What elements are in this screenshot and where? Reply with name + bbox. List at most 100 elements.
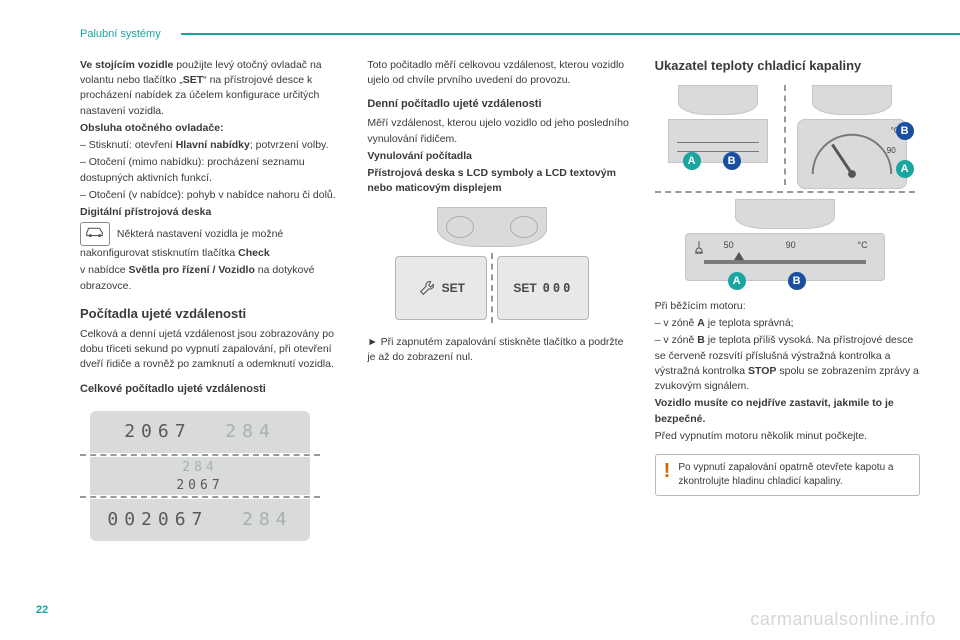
text: v nabídce (80, 264, 128, 276)
heading-trip-counters: Počítadla ujeté vzdálenosti (80, 306, 345, 321)
watermark: carmanualsonline.info (750, 609, 936, 630)
section-title: Palubní systémy (80, 28, 161, 40)
paragraph-bold: Vozidlo musíte co nejdříve zastavit, jak… (655, 396, 920, 426)
cluster-icon (678, 85, 758, 115)
odo-value-dim: 284 (182, 460, 217, 475)
gauge-row: A B °C 90 B (655, 85, 915, 185)
zone-b-badge: B (723, 152, 741, 170)
odo-value: 2067 (176, 478, 223, 493)
gauge-label: °C (858, 240, 868, 250)
odo-value-dim: 284 (242, 509, 293, 530)
paragraph-bold: Vynulování počítadla (367, 149, 632, 164)
set-label: SET (442, 281, 465, 295)
gauge-marker (734, 252, 744, 260)
column-2: Toto počitadlo měří celkovou vzdálenost,… (367, 58, 632, 600)
paragraph: v nabídce Světla pro řízení / Vozidlo na… (80, 263, 345, 293)
gauge-dial-box: °C 90 B A (792, 85, 912, 181)
text-bold: B (697, 334, 705, 346)
paragraph: Celková a denní ujetá vzdálenost jsou zo… (80, 327, 345, 373)
paragraph-bold: Digitální přístrojová deska (80, 205, 345, 220)
odometer-panel-mid: 284 2067 (90, 457, 310, 495)
header-rule (181, 33, 960, 35)
text: – v zóně (655, 334, 698, 346)
text-bold: STOP (748, 365, 776, 377)
text: ; potvrzení volby. (250, 139, 329, 151)
wrench-icon (418, 279, 436, 297)
text: – v zóně (655, 317, 698, 329)
gauge-dial: °C 90 B A (797, 119, 907, 189)
info-callout: ! Po vypnutí zapalování opatrně otevřete… (655, 454, 920, 496)
text-bold: Ve stojícím vozidle (80, 59, 173, 71)
coolant-gauge-figure: A B °C 90 B (655, 85, 915, 281)
odometer-figure: 2067 284 284 2067 002067 284 (80, 411, 320, 541)
odo-value-dim: 284 (225, 421, 276, 442)
paragraph: Některá nastavení vozidla je možné nakon… (80, 222, 345, 261)
gauge-scale (704, 260, 866, 264)
heading-total-counter: Celkové počítadlo ujeté vzdálenosti (80, 383, 345, 395)
column-3: Ukazatel teploty chladicí kapaliny A B (655, 58, 920, 600)
gauge-ticks (677, 142, 759, 152)
set-button-right: SET 000 (497, 256, 589, 320)
set-button-left: SET (395, 256, 487, 320)
heading-daily-counter: Denní počítadlo ujeté vzdálenosti (367, 98, 632, 110)
set-button-row: SET SET 000 (367, 253, 617, 323)
paragraph: – v zóně B je teplota příliš vysoká. Na … (655, 333, 920, 394)
odometer-panel-top: 2067 284 (90, 411, 310, 453)
text: je teplota správná; (705, 317, 794, 329)
zone-b-badge: B (788, 272, 806, 290)
paragraph: Toto počitadlo měří celkovou vzdálenost,… (367, 58, 632, 88)
zone-a-badge: A (896, 160, 914, 178)
paragraph: Ve stojícím vozidle použijte levý otočný… (80, 58, 345, 119)
dashboard-icon (437, 207, 547, 247)
set-label: SET (513, 281, 536, 295)
divider-dashed-vertical (784, 85, 786, 185)
divider-dashed (80, 454, 320, 456)
paragraph: Před vypnutím motoru několik minut počke… (655, 429, 920, 444)
gauge-linear-wrap: 50 90 °C A B (655, 199, 915, 281)
paragraph-bold: Obsluha otočného ovladače: (80, 121, 345, 136)
zone-a-badge: A (728, 272, 746, 290)
gauge-bar: A B (668, 119, 768, 163)
gauge-bar-box: A B (658, 85, 778, 181)
set-button-figure: SET SET 000 (367, 207, 617, 323)
paragraph: ► Při zapnutém zapalování stiskněte tlač… (367, 335, 632, 365)
gauge-linear: 50 90 °C A B (685, 233, 885, 281)
cluster-icon (812, 85, 892, 115)
odo-value: 2067 (124, 421, 191, 442)
page-number: 22 (36, 604, 48, 616)
text-bold: Světla pro řízení / Vozidlo (128, 264, 254, 276)
thermometer-icon (692, 240, 706, 254)
text-bold: Check (238, 247, 270, 259)
text: – Stisknutí: otevření (80, 139, 176, 151)
paragraph-bold: Přístrojová deska s LCD symboly a LCD te… (367, 166, 632, 196)
odo-value: 002067 (107, 509, 208, 530)
divider-dashed (80, 496, 320, 498)
paragraph: – v zóně A je teplota správná; (655, 316, 920, 331)
cluster-icon (735, 199, 835, 229)
divider-dashed-vertical (491, 253, 493, 323)
divider-dashed (655, 191, 915, 193)
text-bold: Hlavní nabídky (176, 139, 250, 151)
text-bold: SET (183, 74, 203, 86)
column-1: Ve stojícím vozidle použijte levý otočný… (80, 58, 345, 600)
paragraph: – Stisknutí: otevření Hlavní nabídky; po… (80, 138, 345, 153)
zone-b-badge: B (896, 122, 914, 140)
page-header: Palubní systémy (80, 28, 960, 40)
paragraph: Měří vzdálenost, kterou ujelo vozidlo od… (367, 116, 632, 146)
car-icon (84, 224, 106, 238)
car-icon-box (80, 222, 110, 246)
gauge-label: 50 (724, 240, 734, 250)
paragraph: Při běžícím motoru: (655, 299, 920, 314)
warning-icon: ! (664, 461, 671, 481)
paragraph: – Otočení (mimo nabídku): procházení sez… (80, 155, 345, 185)
gauge-label: 90 (887, 146, 896, 155)
set-value: 000 (543, 281, 574, 295)
text-bold: A (697, 317, 705, 329)
heading-coolant: Ukazatel teploty chladicí kapaliny (655, 58, 920, 73)
paragraph: – Otočení (v nabídce): pohyb v nabídce n… (80, 188, 345, 203)
info-text: Po vypnutí zapalování opatrně otevřete k… (678, 461, 911, 489)
content-columns: Ve stojícím vozidle použijte levý otočný… (80, 58, 920, 600)
gauge-label: 90 (786, 240, 796, 250)
odometer-panel-bottom: 002067 284 (90, 499, 310, 541)
zone-a-badge: A (683, 152, 701, 170)
